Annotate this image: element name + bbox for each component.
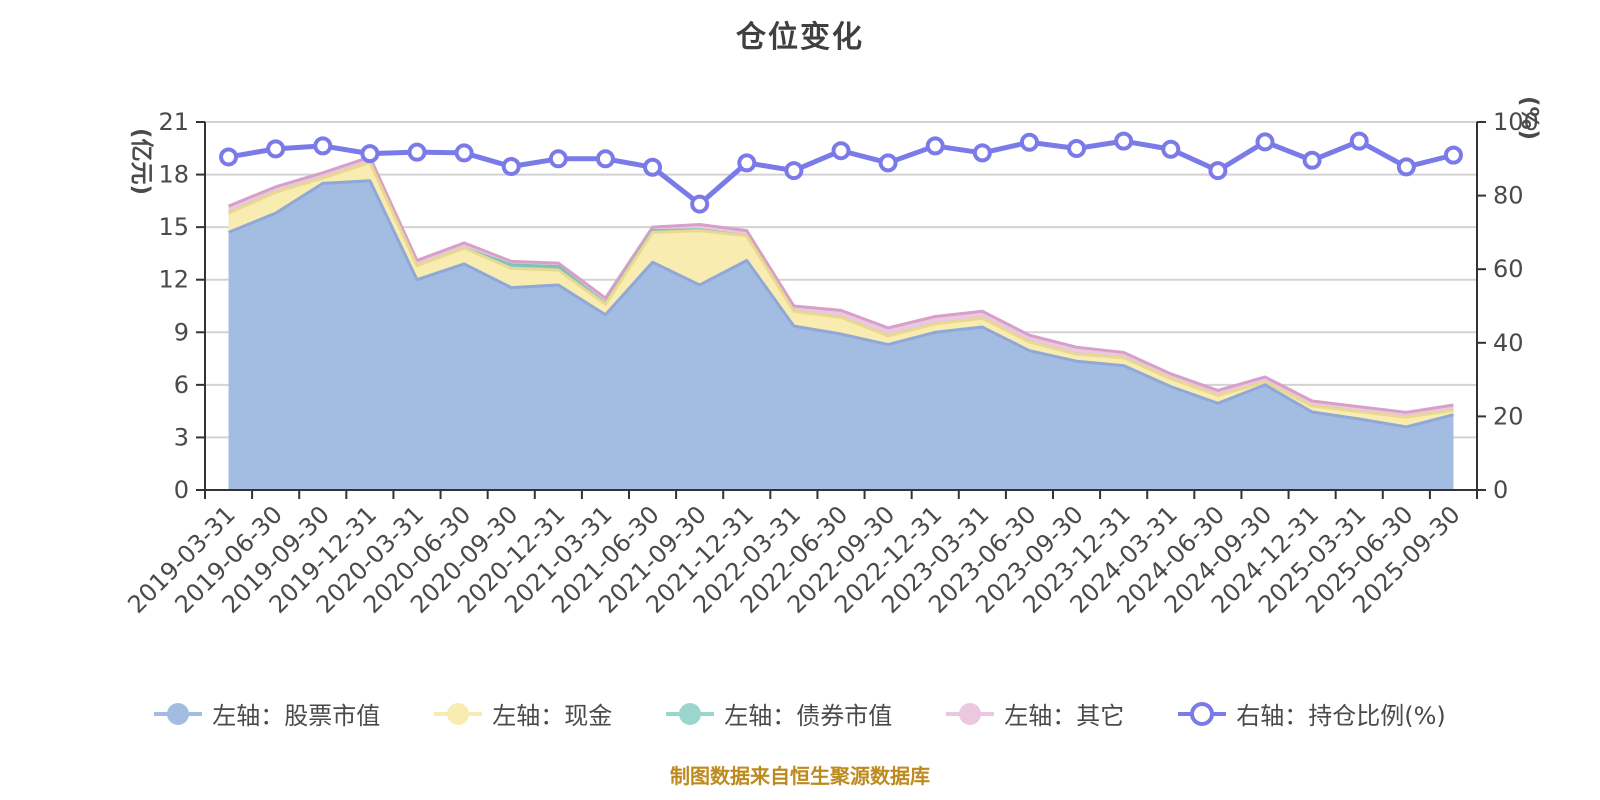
area-edge-other: [227, 155, 1454, 414]
legend-item-bond[interactable]: 左轴：债券市值: [666, 696, 892, 731]
legend-item-stock[interactable]: 左轴：股票市值: [154, 696, 380, 731]
legend-label-cash: 左轴：现金: [492, 702, 613, 730]
ratio-point[interactable]: [1302, 150, 1322, 170]
x-axis-labels: 2019-03-312019-06-302019-09-302019-12-31…: [122, 500, 1465, 618]
legend-marker-ratio: [1178, 701, 1227, 726]
ratio-point[interactable]: [360, 144, 380, 164]
right-axis-name: (%): [1516, 96, 1542, 140]
ratio-point[interactable]: [831, 141, 851, 161]
right-axis-tick-label: 100: [1493, 108, 1539, 136]
ratio-point[interactable]: [1443, 145, 1463, 165]
left-axis-tick-label: 12: [158, 266, 189, 294]
legend-marker-other: [946, 702, 995, 725]
ratio-point[interactable]: [1161, 139, 1181, 159]
ratio-point[interactable]: [1114, 131, 1134, 151]
ratio-point[interactable]: [1067, 138, 1087, 158]
legend-marker-stock: [154, 702, 203, 725]
ratio-point[interactable]: [219, 147, 239, 167]
right-axis-tick-label: 60: [1493, 255, 1524, 283]
ratio-point[interactable]: [1255, 132, 1275, 152]
left-axis-tick-label: 15: [158, 213, 189, 241]
legend-marker-cash: [434, 702, 483, 725]
left-axis-tick-label: 3: [174, 423, 189, 451]
data-source-footnote: 制图数据来自恒生聚源数据库: [670, 764, 930, 788]
ratio-point[interactable]: [266, 139, 286, 159]
right-axis-tick-label: 20: [1493, 402, 1524, 430]
left-axis-tick-label: 6: [174, 371, 189, 399]
ratio-point[interactable]: [313, 136, 333, 156]
ratio-line-series[interactable]: [219, 131, 1463, 214]
plot-area: 0 3 6 9 12 15 18 21 0 20 40 60 80 100 2019-03-312019-0…: [122, 96, 1542, 619]
legend-label-other: 左轴：其它: [1004, 702, 1125, 730]
ratio-point[interactable]: [1019, 132, 1039, 152]
right-axis-tick-label: 80: [1493, 182, 1524, 210]
left-axis-tick-label: 21: [158, 108, 189, 136]
ratio-point[interactable]: [407, 142, 427, 162]
ratio-point[interactable]: [1208, 161, 1228, 181]
legend-label-ratio: 右轴：持仓比例(%): [1236, 702, 1446, 730]
ratio-point[interactable]: [925, 136, 945, 156]
axes: [196, 121, 1486, 499]
left-axis-tick-label: 0: [174, 476, 189, 504]
ratio-point[interactable]: [548, 149, 568, 169]
ratio-point[interactable]: [972, 143, 992, 163]
area-edge-cash: [227, 160, 1454, 419]
legend-item-other[interactable]: 左轴：其它: [946, 696, 1124, 731]
legend: 左轴：股票市值 左轴：现金 左轴：债券市值 左轴：其它 右轴：持仓比例(%): [0, 696, 1600, 731]
left-axis-labels: 0 3 6 9 12 15 18 21: [158, 108, 189, 504]
ratio-point[interactable]: [643, 157, 663, 177]
ratio-point[interactable]: [1349, 131, 1369, 151]
ratio-point[interactable]: [737, 153, 757, 173]
ratio-point[interactable]: [878, 153, 898, 173]
legend-label-stock: 左轴：股票市值: [212, 702, 381, 730]
left-axis-tick-label: 9: [174, 318, 189, 346]
legend-item-ratio[interactable]: 右轴：持仓比例(%): [1178, 696, 1446, 731]
legend-label-bond: 左轴：债券市值: [724, 702, 893, 730]
right-axis-tick-label: 40: [1493, 329, 1524, 357]
area-edge-stock: [227, 179, 1454, 429]
ratio-point[interactable]: [454, 143, 474, 163]
chart-title: 仓位变化: [736, 20, 864, 55]
right-axis-tick-label: 0: [1493, 476, 1508, 504]
ratio-point[interactable]: [1396, 157, 1416, 177]
stacked-areas[interactable]: [227, 155, 1454, 491]
legend-item-cash[interactable]: 左轴：现金: [434, 696, 612, 731]
ratio-point[interactable]: [595, 149, 615, 169]
legend-marker-bond: [666, 702, 715, 725]
left-axis-tick-label: 18: [158, 161, 189, 189]
right-axis-labels: 0 20 40 60 80 100: [1493, 108, 1539, 504]
ratio-point[interactable]: [501, 157, 521, 177]
ratio-point[interactable]: [690, 194, 710, 214]
left-axis-name: (亿元): [128, 128, 154, 195]
ratio-point[interactable]: [784, 161, 804, 181]
